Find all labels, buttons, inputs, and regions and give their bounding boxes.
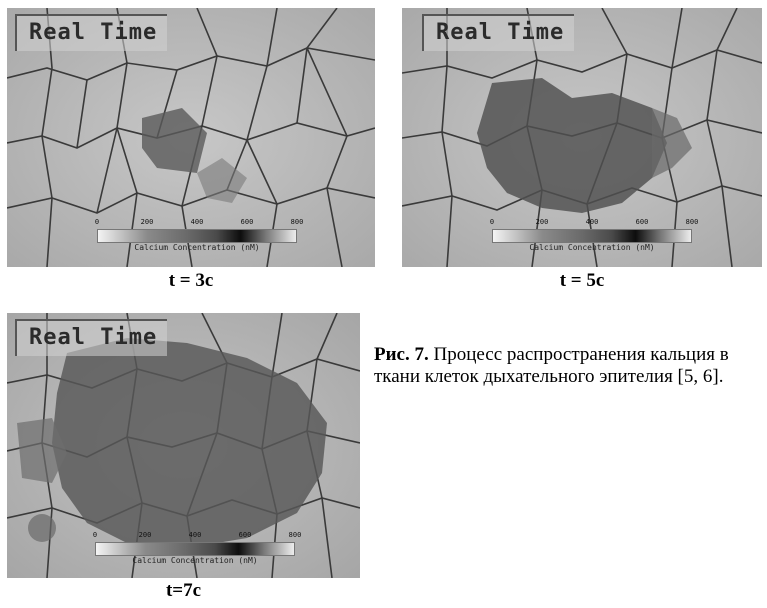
scale-tick: 400 [188, 531, 202, 539]
scale-tick: 200 [138, 531, 152, 539]
scale-gradient-bar [492, 229, 692, 243]
scale-gradient-bar [95, 542, 295, 556]
cell-tissue-image [402, 8, 762, 267]
caption-text: Процесс распространения кальция в ткани … [374, 344, 729, 387]
figure-caption: Рис. 7. Процесс распространения кальция … [374, 344, 762, 388]
scale-tick: 800 [685, 218, 699, 226]
calcium-scale: 0 200 400 600 800 Calcium Concentration … [92, 531, 301, 565]
scale-unit: Calcium Concentration (nM) [134, 243, 260, 252]
scale-ticks: 0 200 400 600 800 [489, 218, 698, 228]
scale-ticks: 0 200 400 600 800 [94, 218, 303, 228]
scale-tick: 0 [92, 531, 98, 539]
scale-tick: 800 [288, 531, 302, 539]
cell-tissue-image [7, 313, 360, 578]
cell-tissue-image [7, 8, 375, 267]
scale-tick: 400 [585, 218, 599, 226]
caption-prefix: Рис. 7. [374, 344, 429, 365]
scale-tick: 600 [240, 218, 254, 226]
scale-tick: 0 [489, 218, 495, 226]
scale-tick: 0 [94, 218, 100, 226]
real-time-overlay: Real Time [15, 14, 168, 51]
time-label-t7: t=7c [165, 580, 202, 601]
scale-gradient-bar [97, 229, 297, 243]
scale-ticks: 0 200 400 600 800 [92, 531, 301, 541]
calcium-scale: 0 200 400 600 800 Calcium Concentration … [489, 218, 698, 252]
time-label-t3: t = 3c [168, 270, 214, 291]
scale-tick: 400 [190, 218, 204, 226]
scale-unit: Calcium Concentration (nM) [132, 556, 258, 565]
scale-tick: 600 [238, 531, 252, 539]
micrograph-panel-t7: Real Time 0 200 400 600 800 Calcium Conc… [7, 313, 360, 578]
calcium-scale: 0 200 400 600 800 Calcium Concentration … [94, 218, 303, 252]
real-time-overlay: Real Time [15, 319, 168, 356]
scale-tick: 200 [140, 218, 154, 226]
micrograph-panel-t5: Real Time 0 200 400 600 800 Calcium Conc… [402, 8, 762, 267]
scale-tick: 600 [635, 218, 649, 226]
micrograph-panel-t3: Real Time 0 200 400 600 800 Calcium Conc… [7, 8, 375, 267]
time-label-t5: t = 5c [559, 270, 605, 291]
scale-tick: 800 [290, 218, 304, 226]
real-time-overlay: Real Time [422, 14, 575, 51]
scale-tick: 200 [535, 218, 549, 226]
scale-unit: Calcium Concentration (nM) [529, 243, 655, 252]
